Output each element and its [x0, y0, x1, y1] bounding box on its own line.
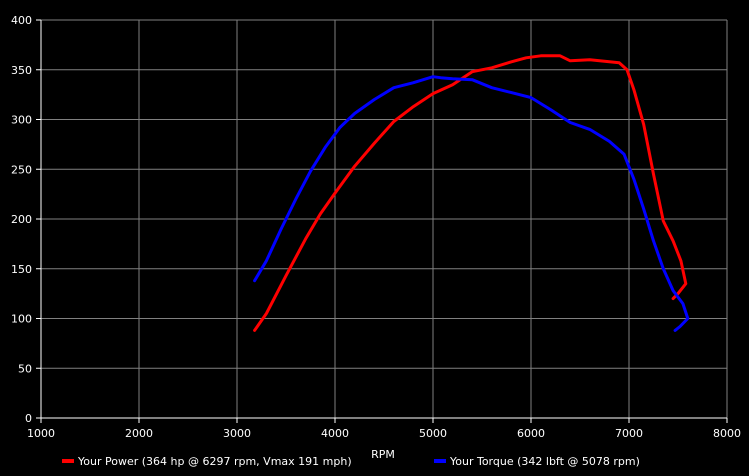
series-group [253, 54, 690, 332]
y-tick-label: 200 [11, 213, 32, 226]
x-tick-label: 3000 [223, 427, 251, 440]
y-tick-label: 300 [11, 114, 32, 127]
y-tick-label: 400 [11, 14, 32, 27]
x-tick-label: 5000 [419, 427, 447, 440]
y-tick-labels: 0 50 100 150 200 250 300 350 400 [11, 14, 41, 425]
x-tick-label: 1000 [27, 427, 55, 440]
y-tick-label: 350 [11, 64, 32, 77]
grid-lines [40, 19, 728, 419]
y-tick-label: 250 [11, 163, 32, 176]
y-tick-label: 150 [11, 263, 32, 276]
legend: Your Power (364 hp @ 6297 rpm, Vmax 191 … [62, 455, 640, 468]
y-tick-label: 50 [18, 362, 32, 375]
x-tick-label: 4000 [321, 427, 349, 440]
x-tick-label: 8000 [713, 427, 741, 440]
x-tick-label: 7000 [615, 427, 643, 440]
torque-legend-label: Your Torque (342 lbft @ 5078 rpm) [449, 455, 640, 468]
power-legend-label: Your Power (364 hp @ 6297 rpm, Vmax 191 … [77, 455, 352, 468]
power-series-line [253, 54, 688, 332]
x-axis-title: RPM [371, 448, 395, 461]
x-tick-labels: 1000 2000 3000 4000 5000 6000 7000 8000 [27, 418, 741, 440]
torque-series-line [253, 75, 690, 332]
x-tick-label: 6000 [517, 427, 545, 440]
y-tick-label: 0 [25, 412, 32, 425]
x-tick-label: 2000 [125, 427, 153, 440]
y-tick-label: 100 [11, 313, 32, 326]
